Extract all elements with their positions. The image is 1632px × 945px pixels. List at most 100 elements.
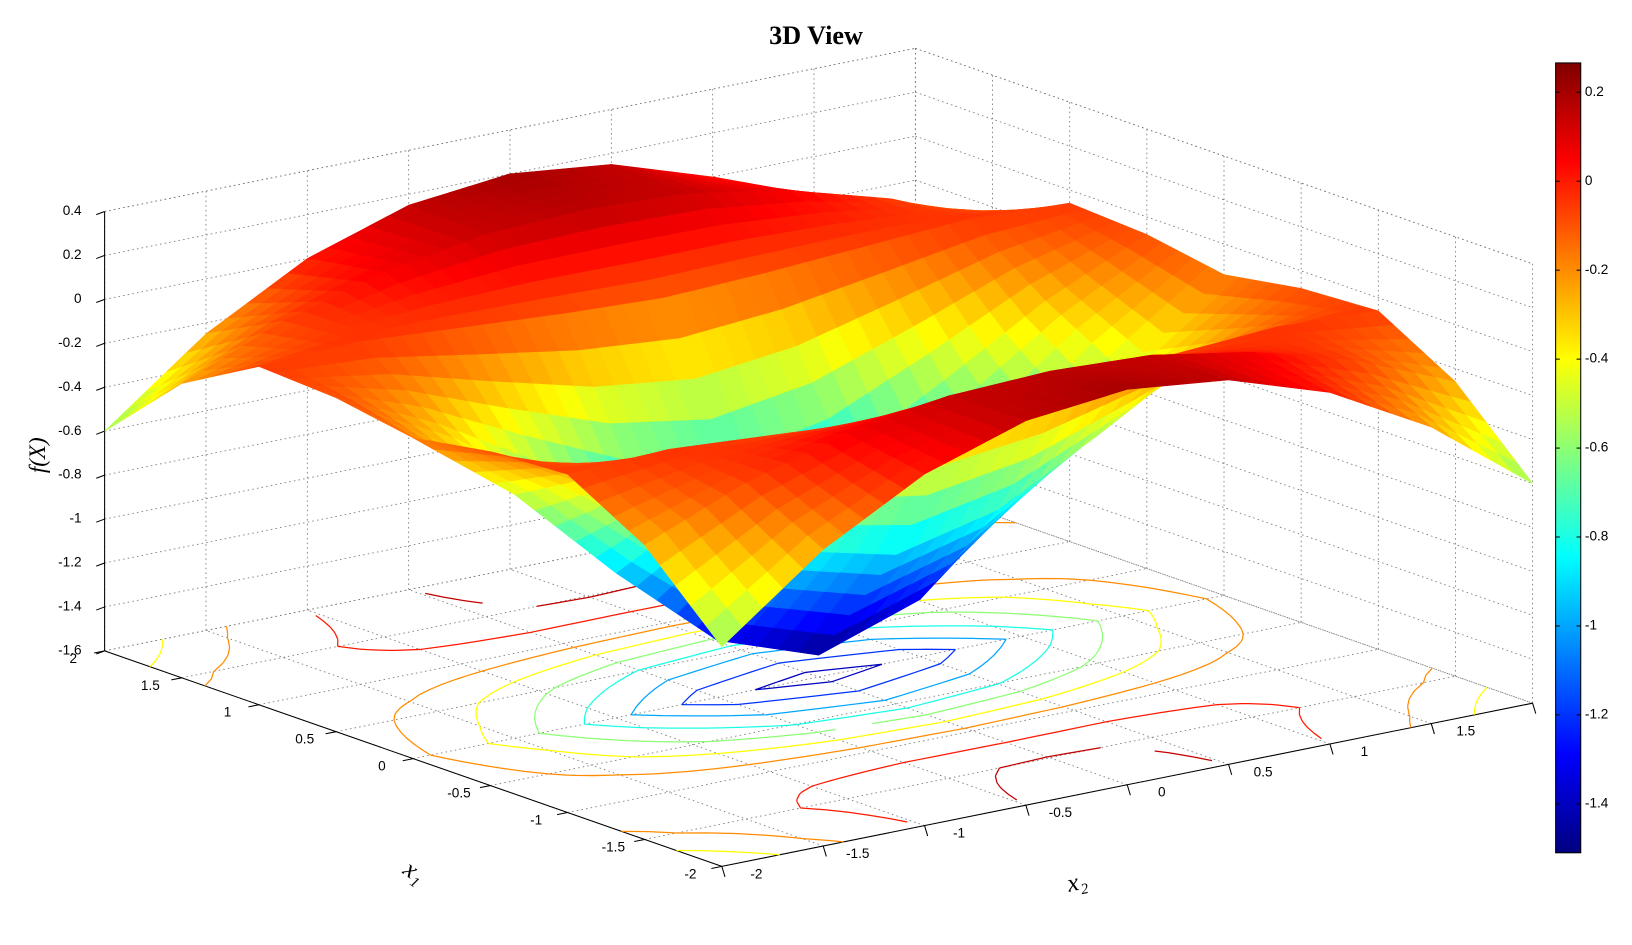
grid-line bbox=[915, 487, 1533, 704]
grid-line bbox=[205, 630, 824, 847]
grid-line bbox=[104, 355, 916, 520]
contour-line bbox=[630, 637, 1007, 717]
surface bbox=[104, 164, 1533, 656]
tick-mark bbox=[96, 518, 105, 523]
x1-tick-label: 0 bbox=[378, 759, 386, 774]
x1-tick-label: -1.5 bbox=[602, 839, 625, 854]
grid-line bbox=[104, 311, 916, 476]
x2-tick-label: 1.5 bbox=[1456, 724, 1475, 739]
colorbar-scale bbox=[1555, 62, 1582, 854]
x2-tick-label: -1.5 bbox=[846, 846, 869, 861]
colorbar-tick-label: -1.2 bbox=[1585, 707, 1608, 722]
x2-tick-label: 1 bbox=[1361, 744, 1369, 759]
contour-line bbox=[204, 511, 1433, 843]
chart-title: 3D View bbox=[769, 21, 863, 50]
tick-mark bbox=[96, 606, 105, 611]
colorbar-tick-label: -0.4 bbox=[1585, 351, 1609, 366]
grid-line bbox=[104, 487, 916, 652]
tick-mark bbox=[711, 865, 722, 869]
x2-tick-label: -1 bbox=[953, 826, 965, 841]
grid-line bbox=[104, 91, 916, 256]
axis-line bbox=[721, 702, 1533, 867]
tick-mark bbox=[822, 845, 827, 857]
x1-tick-label: -2 bbox=[684, 866, 696, 881]
colorbar-tick-label: -1 bbox=[1585, 618, 1597, 633]
tick-mark bbox=[96, 386, 105, 391]
x2-tick-label: 0 bbox=[1158, 785, 1166, 800]
tick-mark bbox=[1329, 743, 1334, 755]
tick-mark bbox=[479, 785, 491, 789]
grid-line bbox=[104, 267, 916, 432]
z-axis-label: f(X) bbox=[24, 437, 50, 473]
x2-tick-label: -0.5 bbox=[1049, 805, 1072, 820]
grid-line bbox=[915, 135, 1533, 353]
contour-line bbox=[583, 625, 1054, 729]
tick-mark bbox=[325, 731, 337, 735]
z-tick-label: 0 bbox=[74, 291, 82, 306]
axis-line bbox=[104, 650, 723, 867]
grid-line bbox=[104, 399, 916, 564]
x1-tick-label: 2 bbox=[69, 651, 77, 666]
grid-line bbox=[644, 675, 1456, 840]
colorbar-tick-label: -1.4 bbox=[1585, 795, 1609, 810]
tick-mark bbox=[248, 704, 260, 708]
x2-tick-label: -2 bbox=[750, 866, 762, 881]
tick-mark bbox=[96, 254, 105, 260]
contour-line bbox=[425, 553, 1213, 801]
grid-line bbox=[490, 621, 1302, 786]
z-tick-label: -1 bbox=[70, 511, 82, 526]
x1-tick-label: -1 bbox=[530, 812, 542, 827]
colorbar-tick-label: -0.2 bbox=[1585, 262, 1608, 277]
z-tick-label: -1.6 bbox=[58, 642, 81, 657]
x1-tick-label: 1 bbox=[224, 705, 232, 720]
colorbar: -1.4 -1.2 -1 -0.8 -0.6 -0.4 -0.2 0 0.2 bbox=[1555, 62, 1609, 854]
tick-mark bbox=[924, 825, 929, 837]
contour-line bbox=[681, 648, 956, 706]
surface-patch bbox=[705, 607, 743, 648]
grid-line bbox=[335, 568, 1147, 733]
box-edge bbox=[104, 47, 916, 212]
z-tick-label: 0.2 bbox=[63, 247, 82, 262]
x1-tick-label: -0.5 bbox=[447, 786, 470, 801]
grid-line bbox=[712, 528, 1331, 745]
z-tick-label: 0.4 bbox=[63, 203, 82, 218]
tick-mark bbox=[94, 650, 105, 654]
tick-mark bbox=[402, 758, 414, 762]
tick-mark bbox=[634, 838, 645, 843]
colorbar-tick-label: -0.8 bbox=[1585, 529, 1608, 544]
x2-tick-label: 0.5 bbox=[1254, 764, 1273, 779]
tick-mark bbox=[96, 342, 105, 347]
grid-line bbox=[307, 609, 925, 826]
colorbar-tick-label: 0.2 bbox=[1585, 84, 1604, 99]
z-tick-label: -0.8 bbox=[58, 467, 81, 482]
z-tick-label: -0.4 bbox=[58, 379, 82, 394]
tick-mark bbox=[1532, 703, 1537, 714]
tick-mark bbox=[96, 210, 105, 216]
tick-mark bbox=[96, 474, 105, 479]
grid-line bbox=[915, 487, 1533, 704]
grid-line bbox=[915, 91, 1533, 309]
tick-mark bbox=[1126, 784, 1131, 796]
tick-mark bbox=[96, 562, 105, 567]
grid-line bbox=[611, 548, 1229, 765]
colorbar-tick-label: 0 bbox=[1585, 173, 1593, 188]
grid-line bbox=[104, 443, 916, 608]
tick-mark bbox=[1228, 764, 1233, 775]
z-tick-label: -1.4 bbox=[58, 599, 82, 614]
tick-mark bbox=[96, 430, 105, 435]
contour-line bbox=[755, 663, 883, 691]
grid-line bbox=[104, 135, 916, 300]
tick-mark bbox=[1430, 723, 1435, 735]
grid-line bbox=[181, 514, 993, 679]
colorbar-tick-label: -0.6 bbox=[1585, 440, 1608, 455]
tick-mark bbox=[721, 866, 726, 877]
z-tick-label: -0.6 bbox=[58, 423, 81, 438]
tick-mark bbox=[556, 811, 568, 816]
grid-line bbox=[509, 568, 1128, 786]
tick-mark bbox=[1025, 805, 1030, 816]
grid-line bbox=[258, 541, 1070, 706]
z-tick-label: -1.2 bbox=[58, 555, 81, 570]
x1-tick-label: 1.5 bbox=[141, 678, 160, 693]
